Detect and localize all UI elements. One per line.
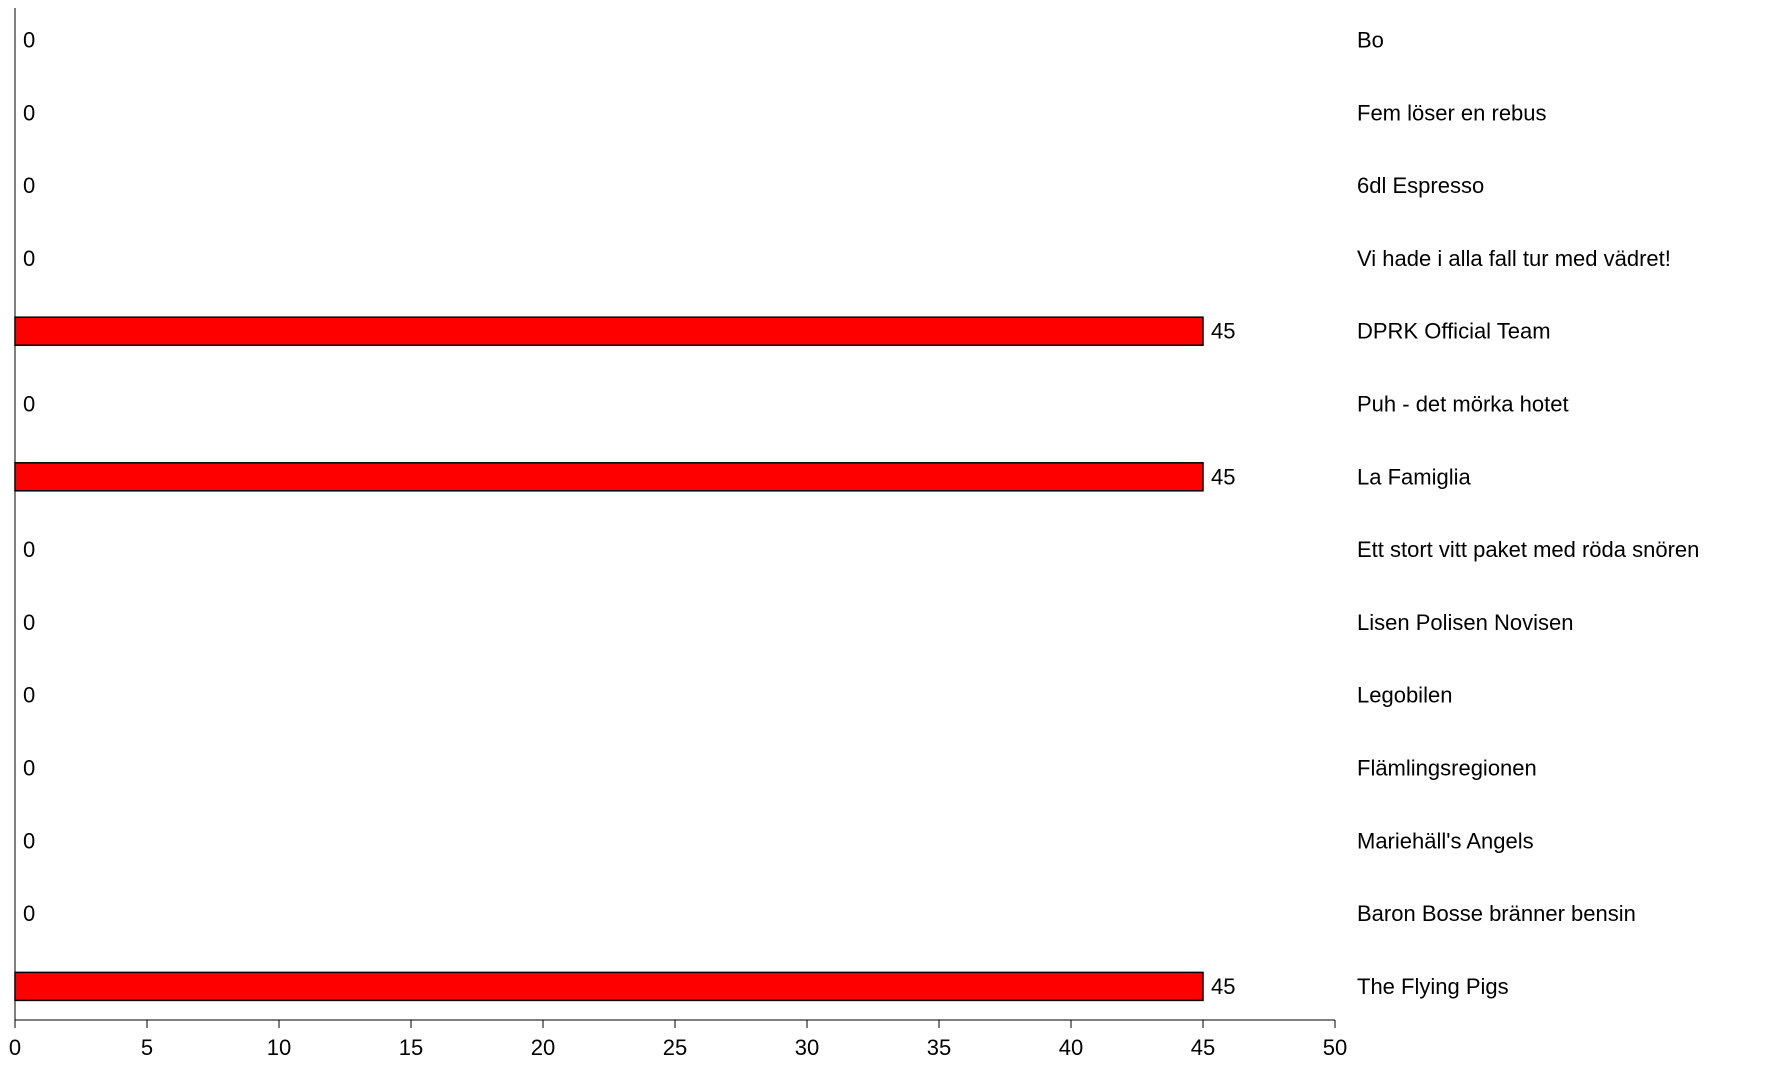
category-label: La Famiglia	[1357, 464, 1471, 489]
data-label: 0	[23, 610, 35, 635]
data-label: 0	[23, 537, 35, 562]
data-label: 0	[23, 100, 35, 125]
x-tick-label: 50	[1323, 1035, 1347, 1060]
x-tick-label: 0	[9, 1035, 21, 1060]
category-label: Flämlingsregionen	[1357, 756, 1537, 781]
x-tick-label: 45	[1191, 1035, 1215, 1060]
data-label: 0	[23, 683, 35, 708]
bar	[14, 316, 1204, 346]
data-label: 0	[23, 246, 35, 271]
x-tick-label: 20	[531, 1035, 555, 1060]
category-label: Lisen Polisen Novisen	[1357, 610, 1573, 635]
category-label: The Flying Pigs	[1357, 974, 1509, 999]
data-label: 0	[23, 28, 35, 53]
category-label: Ett stort vitt paket med röda snören	[1357, 537, 1699, 562]
category-label: Puh - det mörka hotet	[1357, 392, 1569, 417]
category-label: Baron Bosse bränner bensin	[1357, 901, 1636, 926]
data-label: 0	[23, 828, 35, 853]
category-labels-layer: Bo Fem löser en rebus 6dl Espresso Vi hade …	[1357, 28, 1699, 999]
category-label: 6dl Espresso	[1357, 173, 1484, 198]
x-tick-label: 30	[795, 1035, 819, 1060]
x-ticks-layer: 0 5 10 15 20 25 30 35 40 45 50	[9, 1020, 1347, 1060]
x-tick-label: 15	[399, 1035, 423, 1060]
bars-layer	[14, 316, 1204, 1002]
data-label: 0	[23, 756, 35, 781]
data-label: 0	[23, 901, 35, 926]
x-tick-label: 35	[927, 1035, 951, 1060]
category-label: Mariehäll's Angels	[1357, 828, 1534, 853]
category-label: Fem löser en rebus	[1357, 100, 1547, 125]
category-label: Bo	[1357, 28, 1384, 53]
data-label: 0	[23, 392, 35, 417]
data-label: 45	[1211, 974, 1235, 999]
data-labels-layer: 0 0 0 0 45 0 45 0 0 0 0 0 0 45	[23, 28, 1235, 999]
x-tick-label: 5	[141, 1035, 153, 1060]
data-label: 45	[1211, 319, 1235, 344]
data-label: 0	[23, 173, 35, 198]
category-label: Vi hade i alla fall tur med vädret!	[1357, 246, 1671, 271]
data-label: 45	[1211, 464, 1235, 489]
bar	[14, 462, 1204, 492]
category-label: Legobilen	[1357, 683, 1452, 708]
x-tick-label: 10	[267, 1035, 291, 1060]
x-tick-label: 40	[1059, 1035, 1083, 1060]
x-tick-label: 25	[663, 1035, 687, 1060]
category-label: DPRK Official Team	[1357, 319, 1551, 344]
bar	[14, 971, 1204, 1002]
